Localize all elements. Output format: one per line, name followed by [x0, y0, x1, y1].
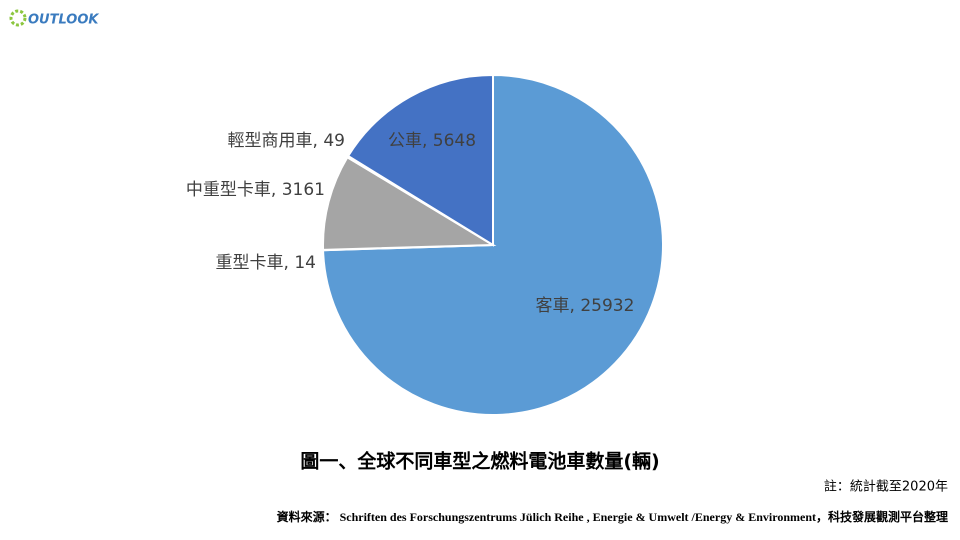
pie-slice: [346, 73, 494, 247]
logo-icon: [9, 9, 27, 27]
chart-source: 資料來源： Schriften des Forschungszentrums J…: [277, 509, 948, 524]
pie-slice: [322, 155, 497, 251]
logo: OUTLOOK: [9, 9, 99, 28]
logo-text: OUTLOOK: [28, 13, 99, 28]
data-label: 輕型商用車, 49: [228, 131, 345, 151]
data-label: 重型卡車, 14: [216, 253, 316, 273]
data-label: 客車, 25932: [536, 296, 635, 316]
chart-title: 圖一、全球不同車型之燃料電池車數量(輛): [300, 450, 659, 473]
data-label: 中重型卡車, 3161: [186, 180, 325, 200]
chart-note: 註：統計截至2020年: [824, 479, 948, 495]
data-label: 公車, 5648: [388, 131, 476, 151]
